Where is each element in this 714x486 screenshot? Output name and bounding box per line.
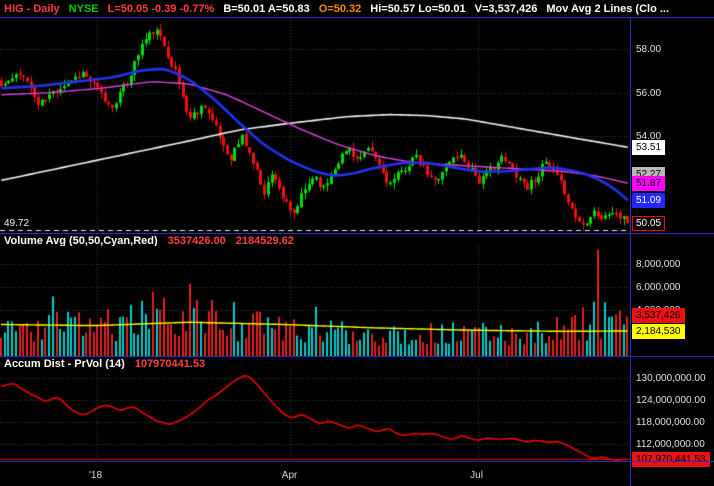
price-axis-label: 58.00 [636, 43, 662, 55]
date-label: Jul [470, 470, 483, 481]
accum-axis-label: 124,000,000.00 [636, 395, 706, 407]
price-flag: 50.05 [632, 216, 666, 232]
volume-flag: 3,537,426 [632, 308, 685, 324]
header-separator [0, 17, 714, 18]
header-segment: B=50.01 A=50.83 [223, 2, 310, 15]
accum-axis-label: 118,000,000.00 [636, 417, 705, 429]
volume-flag: 2,184,530 [632, 323, 685, 339]
volume-axis-label: 6,000,000 [636, 282, 681, 294]
price-flag: 51.09 [632, 193, 666, 209]
price-flag: 51.87 [632, 176, 666, 192]
date-label: '18 [89, 470, 103, 481]
header-segment: V=3,537,426 [474, 2, 538, 15]
volume-chart-canvas[interactable] [0, 246, 630, 356]
panel-separator-1 [0, 233, 714, 234]
header-segment: Mov Avg 2 Lines (Clo ... [546, 2, 670, 15]
date-axis[interactable]: '18 Apr Jul [0, 462, 630, 486]
volume-panel-title: Volume Avg (50,50,Cyan,Red) 3537426.00 218… [4, 235, 294, 247]
header-segment: L=50.05 -0.39 -0.77% [107, 2, 215, 15]
header-segment: HIG - Daily [4, 2, 60, 15]
accum-axis-label: 112,000,000.00 [636, 439, 705, 451]
accum-panel-title: Accum Dist - PrVol (14) 107970441.53 [4, 358, 205, 370]
date-label: Apr [281, 470, 298, 481]
panel-separator-3 [0, 461, 714, 462]
header-segment: O=50.32 [318, 2, 362, 15]
quote-header-bar: HIG - Daily NYSE L=50.05 -0.39 -0.77% B=50.… [0, 0, 714, 17]
price-axis[interactable]: 58.00 56.00 54.00 53.51 52.27 51.87 51.09 50.05… [631, 17, 714, 486]
accum-flag: 107,970,441.53 [632, 452, 710, 468]
price-chart-canvas[interactable] [0, 18, 630, 233]
price-axis-label: 54.00 [636, 131, 662, 143]
volume-indicator-label: Volume Avg (50,50,Cyan,Red) [4, 235, 158, 247]
axis-separator [630, 17, 631, 486]
accum-dist-chart-canvas[interactable] [0, 369, 630, 461]
volume-value-1: 3537426.00 [167, 235, 226, 247]
header-segment: NYSE [68, 2, 99, 15]
support-line-price-label: 49.72 [4, 218, 30, 230]
accum-value: 107970441.53 [134, 358, 206, 370]
accum-indicator-label: Accum Dist - PrVol (14) [4, 358, 125, 370]
panel-separator-2 [0, 356, 714, 357]
accum-axis-label: 130,000,000.00 [636, 373, 706, 385]
price-flag: 53.51 [632, 140, 666, 156]
header-segment: Hi=50.57 Lo=50.01 [370, 2, 466, 15]
volume-axis-label: 8,000,000 [636, 259, 681, 271]
price-axis-label: 56.00 [636, 87, 662, 99]
volume-value-2: 2184529.62 [235, 235, 294, 247]
